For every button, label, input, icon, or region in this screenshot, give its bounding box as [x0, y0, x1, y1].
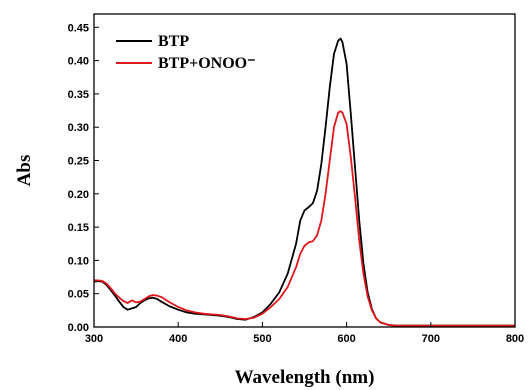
y-axis-label: Abs — [14, 155, 35, 187]
y-tick-label: 0.40 — [68, 56, 89, 68]
y-tick-label: 0.05 — [68, 289, 89, 301]
legend-label-0: BTP — [158, 33, 189, 50]
legend-label-1: BTP+ONOO⁻ — [158, 55, 256, 72]
series-line-1 — [94, 110, 515, 327]
x-tick-label: 500 — [253, 333, 271, 345]
x-tick-label: 400 — [169, 333, 187, 345]
plot-frame — [93, 13, 516, 328]
series-line-0 — [93, 37, 515, 327]
y-tick-label: 0.10 — [68, 255, 89, 267]
y-tick-label: 0.25 — [68, 156, 89, 168]
x-tick-label: 600 — [337, 333, 355, 345]
y-tick-label: 0.35 — [68, 89, 89, 101]
axis-ticks: 300 400 500 600 700 800 0.00 0.05 0.10 0.15 0.20 0.… — [68, 22, 525, 345]
plot-lines — [93, 37, 515, 327]
y-tick-label: 0.00 — [68, 322, 89, 334]
x-tick-label: 800 — [506, 333, 524, 345]
x-axis-label: Wavelength (nm) — [235, 367, 375, 388]
x-tick-label: 300 — [85, 333, 103, 345]
legend: BTP BTP+ONOO⁻ — [116, 33, 256, 72]
y-tick-label: 0.20 — [68, 189, 89, 201]
y-tick-label: 0.15 — [68, 222, 89, 234]
y-tick-label: 0.45 — [68, 22, 89, 34]
y-tick-label: 0.30 — [68, 122, 89, 134]
x-tick-label: 700 — [422, 333, 440, 345]
